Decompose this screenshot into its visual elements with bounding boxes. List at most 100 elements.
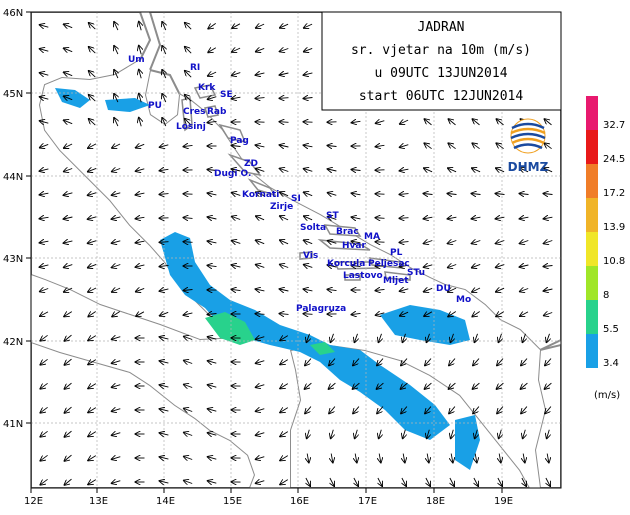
wind-arrow [64, 265, 73, 268]
wind-arrow [185, 119, 192, 126]
wind-arrow [256, 433, 265, 436]
wind-arrow [523, 453, 525, 463]
wind-arrow [280, 216, 289, 220]
wind-arrow [280, 265, 289, 268]
wind-arrow [545, 119, 552, 126]
wind-arrow [112, 457, 121, 460]
wind-arrow [139, 70, 141, 79]
wind-arrow [139, 118, 141, 127]
wind-arrow [403, 453, 405, 463]
legend-level-label: 24.5 [603, 154, 625, 165]
wind-arrow [112, 409, 121, 412]
wind-arrow [328, 265, 337, 267]
wind-arrow [160, 169, 169, 170]
wind-arrow [425, 358, 432, 366]
wind-arrow [280, 145, 289, 147]
wind-arrow [424, 168, 433, 172]
wind-arrow [136, 265, 145, 267]
wind-arrow [280, 456, 289, 461]
wind-arrow [449, 358, 456, 366]
wind-arrow [65, 406, 72, 413]
title-line-4: start 06UTC 12JUN2014 [359, 89, 524, 104]
wind-arrow [306, 477, 310, 486]
wind-arrow [523, 429, 526, 439]
wind-arrow [473, 406, 480, 414]
island-dugi [227, 153, 262, 177]
wind-arrow [40, 382, 48, 388]
wind-arrow [448, 311, 457, 317]
title-line-2: sr. vjetar na 10m (m/s) [351, 43, 531, 58]
wind-arrow [256, 24, 265, 28]
legend-level-label: 5.5 [603, 324, 619, 335]
wind-arrow [424, 217, 433, 219]
fill-5-5-central [205, 312, 255, 345]
wind-arrow [256, 409, 265, 412]
wind-arrow [112, 433, 121, 436]
wind-arrow [496, 241, 505, 244]
wind-arrow [208, 481, 217, 483]
wind-arrow [112, 241, 121, 243]
wind-arrow [329, 358, 336, 366]
wind-arrow [400, 218, 409, 219]
wind-arrow [65, 430, 72, 437]
wind-arrow [162, 46, 166, 55]
wind-arrow [307, 453, 309, 463]
wind-arrow [496, 312, 505, 317]
wind-arrow [352, 170, 361, 171]
wind-arrow [208, 217, 217, 219]
wind-arrow [328, 169, 337, 171]
wind-arrow [88, 480, 97, 485]
wind-arrow [232, 97, 241, 99]
wind-arrow [544, 313, 553, 316]
title-line-1: JADRAN [418, 20, 465, 35]
wind-arrow [473, 382, 480, 389]
wind-arrow [40, 25, 49, 27]
wind-arrow [499, 333, 502, 342]
wind-arrow [427, 333, 430, 342]
lat-label: 42N [3, 337, 23, 348]
wind-arrow [40, 121, 49, 123]
wind-arrow [256, 73, 265, 75]
wind-arrow [40, 265, 49, 267]
wind-arrow [328, 193, 337, 196]
place-hvar: Hvar [342, 241, 366, 251]
wind-arrow [112, 217, 121, 219]
wind-arrow [256, 481, 265, 484]
place-zd: ZD [244, 159, 258, 169]
wind-arrow [280, 432, 289, 437]
wind-arrow [280, 360, 289, 365]
lon-labels: 12E 13E 14E 15E 16E 17E 18E 19E [24, 496, 513, 507]
wind-arrow [352, 193, 361, 195]
place-krk: Krk [198, 83, 216, 93]
wind-arrow [451, 429, 454, 439]
wind-arrow [114, 70, 118, 79]
lon-label: 17E [358, 496, 377, 507]
wind-arrow [449, 119, 456, 126]
island-pag [218, 123, 247, 144]
wind-arrow [64, 120, 73, 123]
wind-arrow [427, 429, 430, 439]
wind-arrow [208, 97, 217, 100]
wind-arrow [256, 314, 265, 315]
wind-arrow [448, 241, 457, 244]
wind-arrow [403, 429, 406, 439]
wind-arrow [136, 144, 145, 147]
wind-arrow [40, 241, 49, 243]
legend-swatch [586, 96, 598, 130]
legend-level-label: 13.9 [603, 222, 625, 233]
wind-arrow [545, 382, 552, 389]
wind-arrow [424, 241, 433, 244]
lat-label: 43N [3, 254, 23, 265]
wind-arrow [162, 70, 166, 79]
island-rab [204, 105, 219, 118]
wind-arrow [89, 47, 96, 54]
wind-arrow [208, 457, 217, 459]
wind-arrow [208, 193, 217, 195]
wind-arrow [185, 95, 192, 102]
wind-arrow [136, 217, 145, 218]
wind-arrow [40, 358, 48, 364]
wind-arrow [64, 217, 73, 219]
lon-label: 18E [426, 496, 445, 507]
wind-arrow [522, 477, 526, 486]
